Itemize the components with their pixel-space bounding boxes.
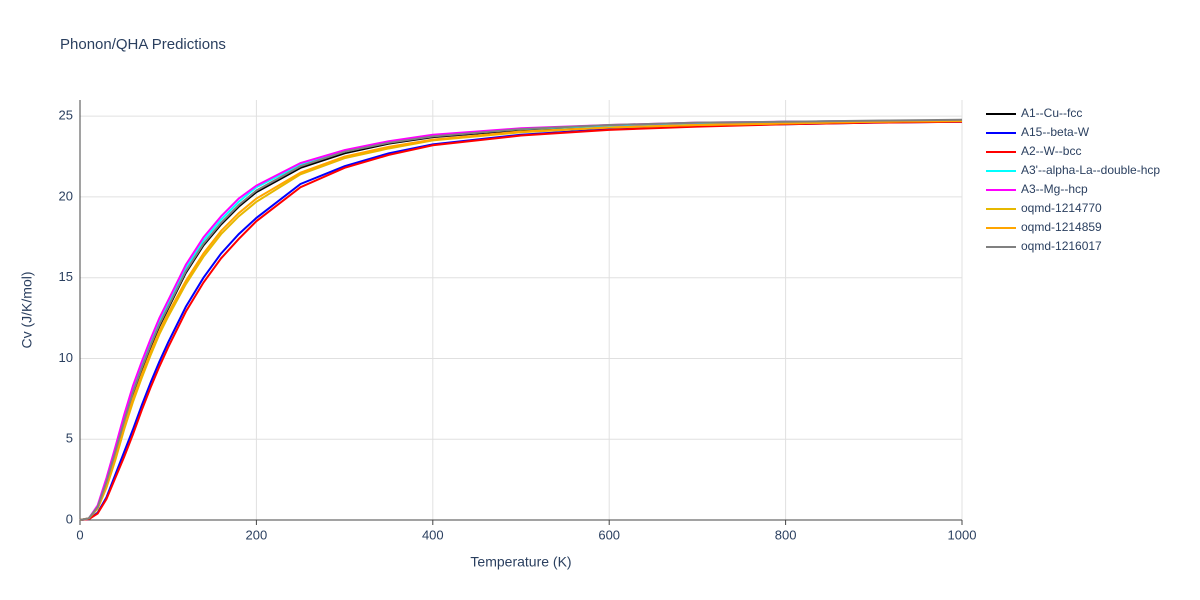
legend-label: A15--beta-W	[1021, 125, 1090, 139]
x-tick-label: 800	[775, 527, 797, 542]
series-line	[79, 120, 963, 521]
y-axis-title: Cv (J/K/mol)	[19, 272, 35, 349]
y-tick-label: 20	[59, 188, 73, 203]
series-line	[79, 120, 963, 521]
series-line	[79, 119, 963, 521]
series-line	[79, 119, 963, 521]
legend-label: A3'--alpha-La--double-hcp	[1021, 163, 1160, 177]
y-tick-label: 15	[59, 269, 73, 284]
y-tick-label: 0	[66, 511, 73, 526]
series-line	[79, 118, 963, 521]
y-tick-label: 10	[59, 350, 73, 365]
series-line	[79, 120, 963, 521]
legend-label: A3--Mg--hcp	[1021, 182, 1088, 196]
x-axis-title: Temperature (K)	[470, 554, 571, 570]
legend-label: oqmd-1216017	[1021, 239, 1102, 253]
x-tick-label: 0	[76, 527, 83, 542]
x-tick-label: 600	[598, 527, 620, 542]
series-line	[79, 119, 963, 521]
legend-label: oqmd-1214859	[1021, 220, 1102, 234]
x-tick-label: 1000	[948, 527, 977, 542]
legend-label: A2--W--bcc	[1021, 144, 1081, 158]
y-tick-label: 5	[66, 431, 73, 446]
chart-title: Phonon/QHA Predictions	[60, 36, 226, 53]
y-tick-label: 25	[59, 108, 73, 123]
x-tick-label: 400	[422, 527, 444, 542]
series-line	[79, 120, 963, 521]
legend-label: A1--Cu--fcc	[1021, 106, 1082, 120]
x-tick-label: 200	[246, 527, 268, 542]
legend-label: oqmd-1214770	[1021, 201, 1102, 215]
